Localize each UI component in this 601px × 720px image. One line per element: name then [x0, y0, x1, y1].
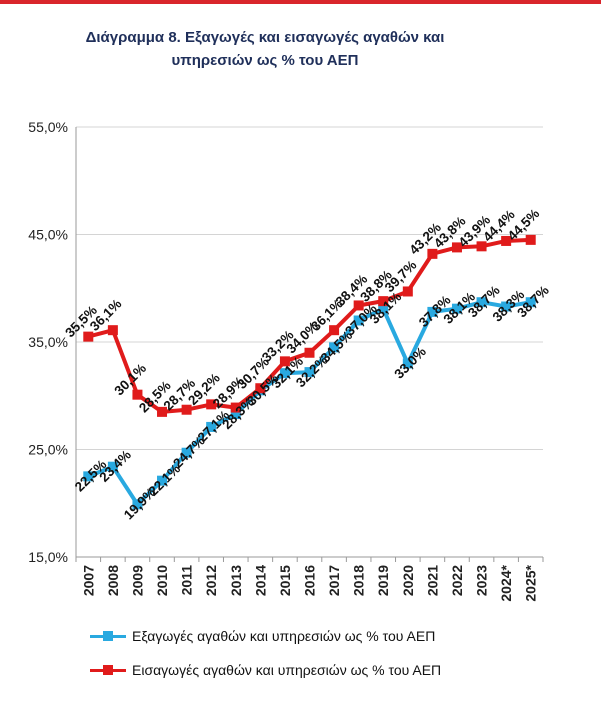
x-tick-label: 2013: [228, 565, 244, 596]
data-point-exports: [304, 367, 315, 378]
chart-title-line-2: υπηρεσιών ως % του ΑΕΠ: [171, 52, 359, 69]
data-label-imports: 30,1%: [111, 361, 149, 399]
data-point-imports: [157, 406, 168, 417]
y-tick-label: 25,0%: [28, 442, 68, 458]
y-tick-label: 45,0%: [28, 227, 68, 243]
y-tick-label: 15,0%: [28, 549, 68, 565]
x-tick-label: 2011: [179, 565, 195, 596]
data-point-imports: [402, 286, 413, 297]
x-tick-label: 2016: [302, 565, 318, 596]
x-tick-label: 2009: [129, 565, 145, 596]
x-tick-label: 2020: [400, 565, 416, 596]
data-point-imports: [525, 234, 536, 245]
data-point-exports: [353, 315, 364, 326]
x-tick-label: 2008: [105, 565, 121, 596]
y-tick-label: 35,0%: [28, 334, 68, 350]
x-tick-label: 2010: [154, 565, 170, 596]
x-tick-label: 2014: [252, 565, 268, 596]
x-tick-label: 2015: [277, 565, 293, 596]
data-point-imports: [132, 389, 143, 400]
data-point-imports: [353, 300, 364, 311]
data-point-imports: [107, 325, 118, 336]
x-tick-label: 2023: [474, 565, 490, 596]
data-point-exports: [157, 475, 168, 486]
data-point-imports: [476, 241, 487, 252]
top-accent-rule: [0, 0, 601, 4]
data-point-imports: [501, 235, 512, 246]
data-point-exports: [83, 471, 94, 482]
data-point-imports: [427, 248, 438, 259]
x-tick-label: 2019: [375, 565, 391, 596]
legend-swatch-exports: [90, 630, 126, 642]
data-label-exports: 33,0%: [391, 344, 429, 382]
data-point-imports: [255, 383, 266, 394]
data-point-imports: [230, 402, 241, 413]
data-point-imports: [329, 325, 340, 336]
legend-label-imports: Εισαγωγές αγαθών και υπηρεσιών ως % του …: [132, 662, 442, 678]
x-tick-label: 2007: [80, 565, 96, 596]
chart-title-line-1: Διάγραμμα 8. Εξαγωγές και εισαγωγές αγαθ…: [85, 29, 445, 46]
data-point-exports: [378, 303, 389, 314]
data-point-exports: [501, 301, 512, 312]
legend-item-exports: Εξαγωγές αγαθών και υπηρεσιών ως % του Α…: [90, 628, 435, 644]
data-point-imports: [451, 242, 462, 253]
data-point-imports: [279, 356, 290, 367]
data-point-exports: [451, 303, 462, 314]
x-tick-label: 2022: [449, 565, 465, 596]
data-point-imports: [206, 399, 217, 410]
data-point-exports: [329, 342, 340, 353]
legend-item-imports: Εισαγωγές αγαθών και υπηρεσιών ως % του …: [90, 662, 441, 678]
data-point-exports: [525, 297, 536, 308]
data-point-exports: [279, 368, 290, 379]
data-point-exports: [427, 306, 438, 317]
legend-swatch-imports: [90, 664, 126, 676]
data-point-imports: [378, 296, 389, 307]
data-point-imports: [83, 331, 94, 342]
data-point-exports: [402, 358, 413, 369]
y-tick-label: 55,0%: [28, 119, 68, 135]
x-tick-label: 2017: [326, 565, 342, 596]
x-tick-label: 2018: [351, 565, 367, 596]
chart-title: Διάγραμμα 8. Εξαγωγές και εισαγωγές αγαθ…: [30, 26, 500, 72]
data-point-exports: [206, 421, 217, 432]
legend-label-exports: Εξαγωγές αγαθών και υπηρεσιών ως % του Α…: [132, 628, 436, 644]
data-point-imports: [304, 347, 315, 358]
x-tick-label: 2024*: [498, 564, 514, 601]
data-point-imports: [181, 404, 192, 415]
data-point-exports: [107, 461, 118, 472]
x-tick-label: 2025*: [523, 564, 539, 601]
data-point-exports: [230, 409, 241, 420]
x-tick-label: 2021: [424, 565, 440, 596]
line-chart: 15,0% 25,0% 35,0% 45,0% 55,0% 2007 2008 2009 201…: [28, 119, 552, 602]
x-tick-label: 2012: [203, 565, 219, 596]
data-point-exports: [476, 297, 487, 308]
data-point-exports: [181, 447, 192, 458]
data-point-exports: [132, 499, 143, 510]
